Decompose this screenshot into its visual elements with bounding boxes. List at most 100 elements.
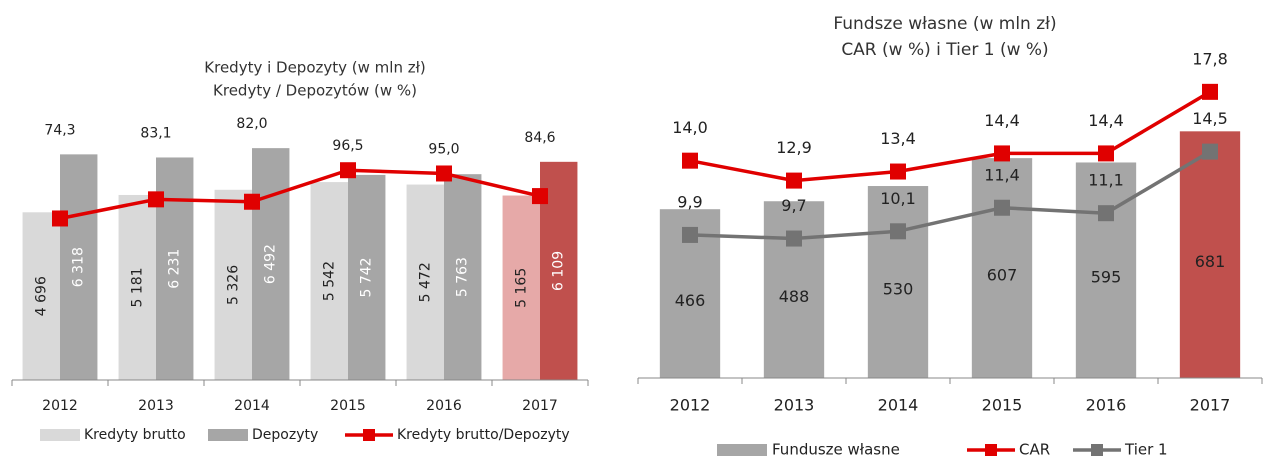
legend-marker	[985, 444, 997, 456]
legend-label: Depozyty	[252, 427, 318, 443]
bar	[118, 194, 156, 380]
line-label: 17,8	[1192, 49, 1228, 68]
legend-swatch	[208, 429, 248, 441]
legend-label: CAR	[1019, 441, 1050, 458]
legend-swatch	[40, 429, 80, 441]
bar	[348, 174, 386, 380]
bar-label: 6 231	[167, 249, 183, 289]
x-tick-label: 2016	[426, 398, 462, 414]
line-label: 95,0	[428, 141, 459, 157]
line-label: 83,1	[140, 125, 171, 141]
bar-label: 6 109	[551, 251, 567, 291]
line-label: 96,5	[332, 138, 363, 154]
x-tick-label: 2012	[670, 396, 711, 415]
bar	[406, 184, 444, 380]
line-label: 82,0	[236, 116, 267, 132]
line-label: 14,5	[1192, 109, 1228, 128]
bar	[214, 189, 252, 380]
legend-marker	[363, 429, 375, 441]
line-label: 74,3	[44, 122, 75, 138]
line-series	[689, 90, 1211, 183]
x-tick-label: 2012	[42, 398, 78, 414]
bar-label: 595	[1091, 268, 1122, 287]
line-marker	[786, 172, 802, 189]
legend-swatch	[717, 444, 767, 456]
line-label: 10,1	[880, 189, 916, 208]
line-label: 14,0	[672, 118, 708, 137]
bar-label: 530	[883, 280, 914, 299]
line-label: 9,9	[677, 192, 702, 211]
line-marker	[682, 152, 698, 169]
bar	[310, 182, 348, 380]
bar	[867, 186, 929, 378]
bar-label: 681	[1195, 252, 1226, 271]
x-tick-label: 2013	[774, 396, 815, 415]
line-marker	[52, 210, 68, 227]
bar-label: 6 318	[71, 247, 87, 287]
x-tick-label: 2017	[1190, 396, 1231, 415]
x-tick-label: 2014	[878, 396, 919, 415]
line-marker	[436, 165, 452, 182]
line-marker	[1098, 205, 1114, 222]
x-tick-label: 2015	[330, 398, 366, 414]
line-label: 84,6	[524, 130, 555, 146]
line-label: 14,4	[1088, 111, 1124, 130]
bar-label: 5 181	[129, 267, 145, 307]
bar-label: 4 696	[33, 276, 49, 316]
bar-label: 5 165	[513, 268, 529, 308]
x-tick-label: 2016	[1086, 396, 1127, 415]
legend-label: Tier 1	[1124, 441, 1168, 458]
bar	[252, 148, 290, 380]
line-series	[689, 150, 1211, 241]
chart-subtitle: Kredyty / Depozytów (w %)	[213, 82, 417, 100]
x-tick-label: 2014	[234, 398, 270, 414]
x-tick-label: 2017	[522, 398, 558, 414]
line-marker	[786, 230, 802, 247]
line-marker	[340, 162, 356, 179]
line-label: 11,1	[1088, 171, 1124, 190]
line-marker	[994, 199, 1010, 216]
bar	[22, 212, 61, 380]
line-marker	[1202, 83, 1218, 100]
line-label: 14,4	[984, 111, 1020, 130]
bar	[502, 195, 540, 380]
bar-label: 5 742	[359, 257, 375, 297]
line-marker	[890, 223, 906, 240]
line-marker	[994, 145, 1010, 162]
line-marker	[148, 191, 164, 208]
bar-label: 466	[675, 291, 706, 310]
line-series	[59, 168, 541, 221]
x-tick-label: 2013	[138, 398, 174, 414]
legend-label: Fundusze własne	[772, 441, 900, 458]
bar-label: 5 542	[321, 261, 337, 301]
line-marker	[890, 163, 906, 180]
line-label: 13,4	[880, 129, 916, 148]
line-label: 12,9	[776, 138, 812, 157]
bar	[971, 158, 1033, 378]
bar	[60, 154, 98, 380]
x-tick-label: 2015	[982, 396, 1023, 415]
line-marker	[244, 193, 260, 210]
line-marker	[532, 188, 548, 205]
line-marker	[1202, 143, 1218, 160]
line-marker	[1098, 145, 1114, 162]
bar-label: 488	[779, 287, 810, 306]
legend-label: Kredyty brutto/Depozyty	[397, 427, 570, 443]
line-marker	[682, 226, 698, 243]
line-label: 11,4	[984, 165, 1020, 184]
bar-label: 607	[987, 266, 1018, 285]
chart-title: Kredyty i Depozyty (w mln zł)	[204, 59, 425, 77]
legend-label: Kredyty brutto	[84, 427, 186, 443]
line-label: 9,7	[781, 196, 806, 215]
bar-label: 5 326	[225, 265, 241, 305]
bar	[1179, 131, 1241, 378]
bar	[444, 174, 482, 380]
legend-marker	[1091, 444, 1103, 456]
chart-title: Fundsze własne (w mln zł)	[833, 14, 1056, 34]
bar	[1075, 162, 1137, 378]
bar-label: 5 763	[455, 257, 471, 297]
bar-label: 5 472	[417, 262, 433, 302]
bar-label: 6 492	[263, 244, 279, 284]
chart-subtitle: CAR (w %) i Tier 1 (w %)	[841, 40, 1048, 60]
